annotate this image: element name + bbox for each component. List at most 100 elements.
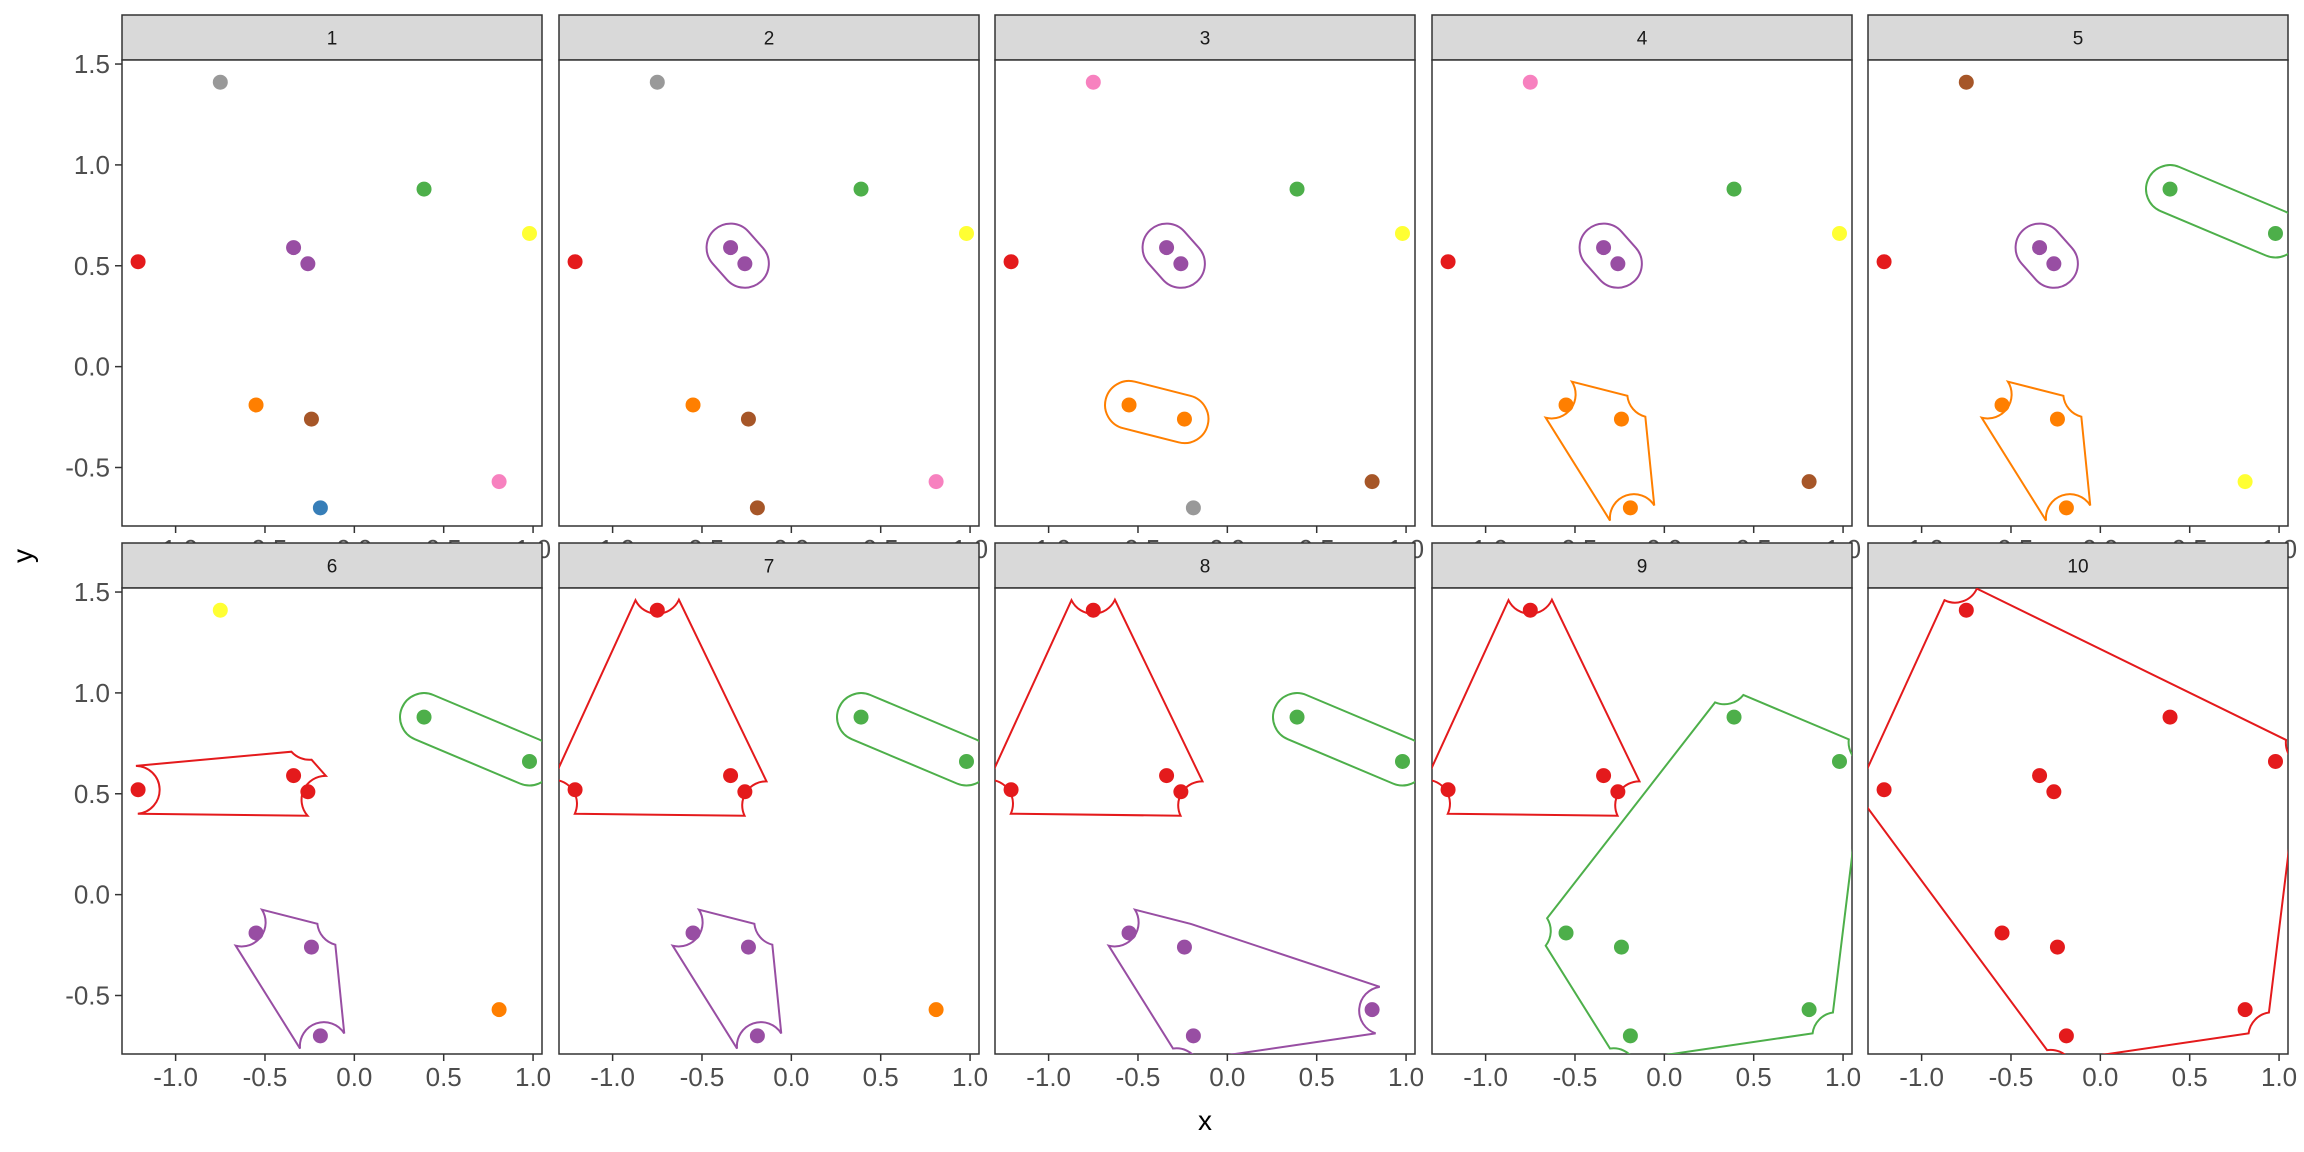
data-point xyxy=(749,1028,765,1044)
facet-panel-5: 5-1.0-0.50.00.51.0 xyxy=(1867,14,2297,564)
facet-label: 10 xyxy=(2067,557,2088,578)
facet-panel-2: 2-1.0-0.50.00.51.0 xyxy=(558,14,988,564)
data-point xyxy=(1085,74,1101,90)
facet-label: 5 xyxy=(2073,29,2084,50)
data-point xyxy=(737,256,753,272)
y-tick-label: 1.0 xyxy=(74,678,110,708)
x-tick-label: 0.0 xyxy=(2082,1062,2118,1092)
y-tick-label: 0.5 xyxy=(74,251,110,281)
data-point xyxy=(1176,411,1192,427)
facet-panel-4: 4-1.0-0.50.00.51.0 xyxy=(1431,14,1861,564)
facet-strip xyxy=(121,14,543,61)
data-point xyxy=(1801,474,1817,490)
data-point xyxy=(248,397,264,413)
data-point xyxy=(1364,1002,1380,1018)
data-point xyxy=(1173,784,1189,800)
data-point xyxy=(2267,225,2283,241)
data-point xyxy=(567,254,583,270)
data-point xyxy=(1394,225,1410,241)
data-point xyxy=(1613,939,1629,955)
data-point xyxy=(303,411,319,427)
facet-panel-8: 8 -1.0 -0.5 0.0 0.5 1.0 xyxy=(994,542,1424,1092)
data-point xyxy=(2032,240,2048,256)
data-point xyxy=(723,240,739,256)
data-point xyxy=(2046,256,2062,272)
data-point xyxy=(1610,784,1626,800)
x-tick-label: -0.5 xyxy=(680,1062,725,1092)
x-tick-label: -1.0 xyxy=(1899,1062,1944,1092)
data-point xyxy=(416,709,432,725)
data-point xyxy=(1613,411,1629,427)
data-point xyxy=(2058,1028,2074,1044)
data-point xyxy=(958,225,974,241)
data-point xyxy=(1003,782,1019,798)
data-point xyxy=(1831,225,1847,241)
data-point xyxy=(2162,709,2178,725)
cluster-hull xyxy=(399,692,542,787)
x-tick-label: 1.0 xyxy=(2261,1062,2297,1092)
data-point xyxy=(1185,1028,1201,1044)
cluster-hull xyxy=(1868,588,2288,1054)
data-point xyxy=(685,397,701,413)
data-point xyxy=(1610,256,1626,272)
cluster-hull xyxy=(705,222,770,289)
x-tick-label: -0.5 xyxy=(243,1062,288,1092)
data-point xyxy=(1958,74,1974,90)
data-point xyxy=(2267,753,2283,769)
x-tick-label: 0.0 xyxy=(336,1062,372,1092)
facet-panel-10: 10 -1.0 -0.5 0.0 0.5 1.0 xyxy=(1867,542,2297,1092)
data-point xyxy=(1003,254,1019,270)
x-tick-label: -1.0 xyxy=(1026,1062,1071,1092)
plot-area xyxy=(121,587,543,1055)
data-point xyxy=(749,500,765,516)
data-point xyxy=(1726,181,1742,197)
plot-area xyxy=(558,587,980,1055)
x-tick-label: -0.5 xyxy=(1116,1062,1161,1092)
data-point xyxy=(303,939,319,955)
data-point xyxy=(567,782,583,798)
data-point xyxy=(1522,602,1538,618)
data-point xyxy=(1994,925,2010,941)
data-point xyxy=(1176,939,1192,955)
facet-panel-9: 9 -1.0 -0.5 0.0 0.5 1.0 xyxy=(1431,542,1861,1092)
data-point xyxy=(1876,782,1892,798)
facet-label: 6 xyxy=(327,557,338,578)
cluster-hulls xyxy=(1868,588,2288,1054)
y-tick-label: -0.5 xyxy=(65,452,110,482)
facet-label: 7 xyxy=(764,557,775,578)
data-point xyxy=(130,254,146,270)
facet-label: 3 xyxy=(1200,29,1211,50)
x-tick-label: 0.5 xyxy=(1736,1062,1772,1092)
data-point xyxy=(1958,602,1974,618)
x-tick-label: -0.5 xyxy=(1989,1062,2034,1092)
data-point xyxy=(491,1002,507,1018)
data-point xyxy=(312,1028,328,1044)
data-point xyxy=(1596,240,1612,256)
data-point xyxy=(1558,397,1574,413)
data-point xyxy=(2049,411,2065,427)
plot-area xyxy=(1431,59,1853,527)
data-point xyxy=(1596,768,1612,784)
facet-strip xyxy=(1431,542,1853,589)
y-tick-label: 1.5 xyxy=(74,577,110,607)
data-point xyxy=(300,256,316,272)
data-point xyxy=(853,181,869,197)
cluster-hull xyxy=(2145,164,2288,259)
data-point xyxy=(1831,753,1847,769)
y-tick-label: 0.0 xyxy=(74,352,110,382)
data-point xyxy=(2049,939,2065,955)
facet-panel-3: 3-1.0-0.50.00.51.0 xyxy=(994,14,1424,564)
data-point xyxy=(1289,181,1305,197)
x-tick-label: -1.0 xyxy=(590,1062,635,1092)
facet-strip xyxy=(1431,14,1853,61)
data-point xyxy=(312,500,328,516)
cluster-hull xyxy=(1104,380,1210,444)
facet-label: 1 xyxy=(327,29,338,50)
facet-panel-7: 7 -1.0 -0.5 0.0 0.5 1.0 xyxy=(558,542,988,1092)
data-point xyxy=(1121,925,1137,941)
x-tick-label: 0.5 xyxy=(863,1062,899,1092)
data-point xyxy=(1185,500,1201,516)
cluster-hull xyxy=(1272,692,1415,787)
data-point xyxy=(958,753,974,769)
cluster-hulls xyxy=(1104,222,1210,444)
